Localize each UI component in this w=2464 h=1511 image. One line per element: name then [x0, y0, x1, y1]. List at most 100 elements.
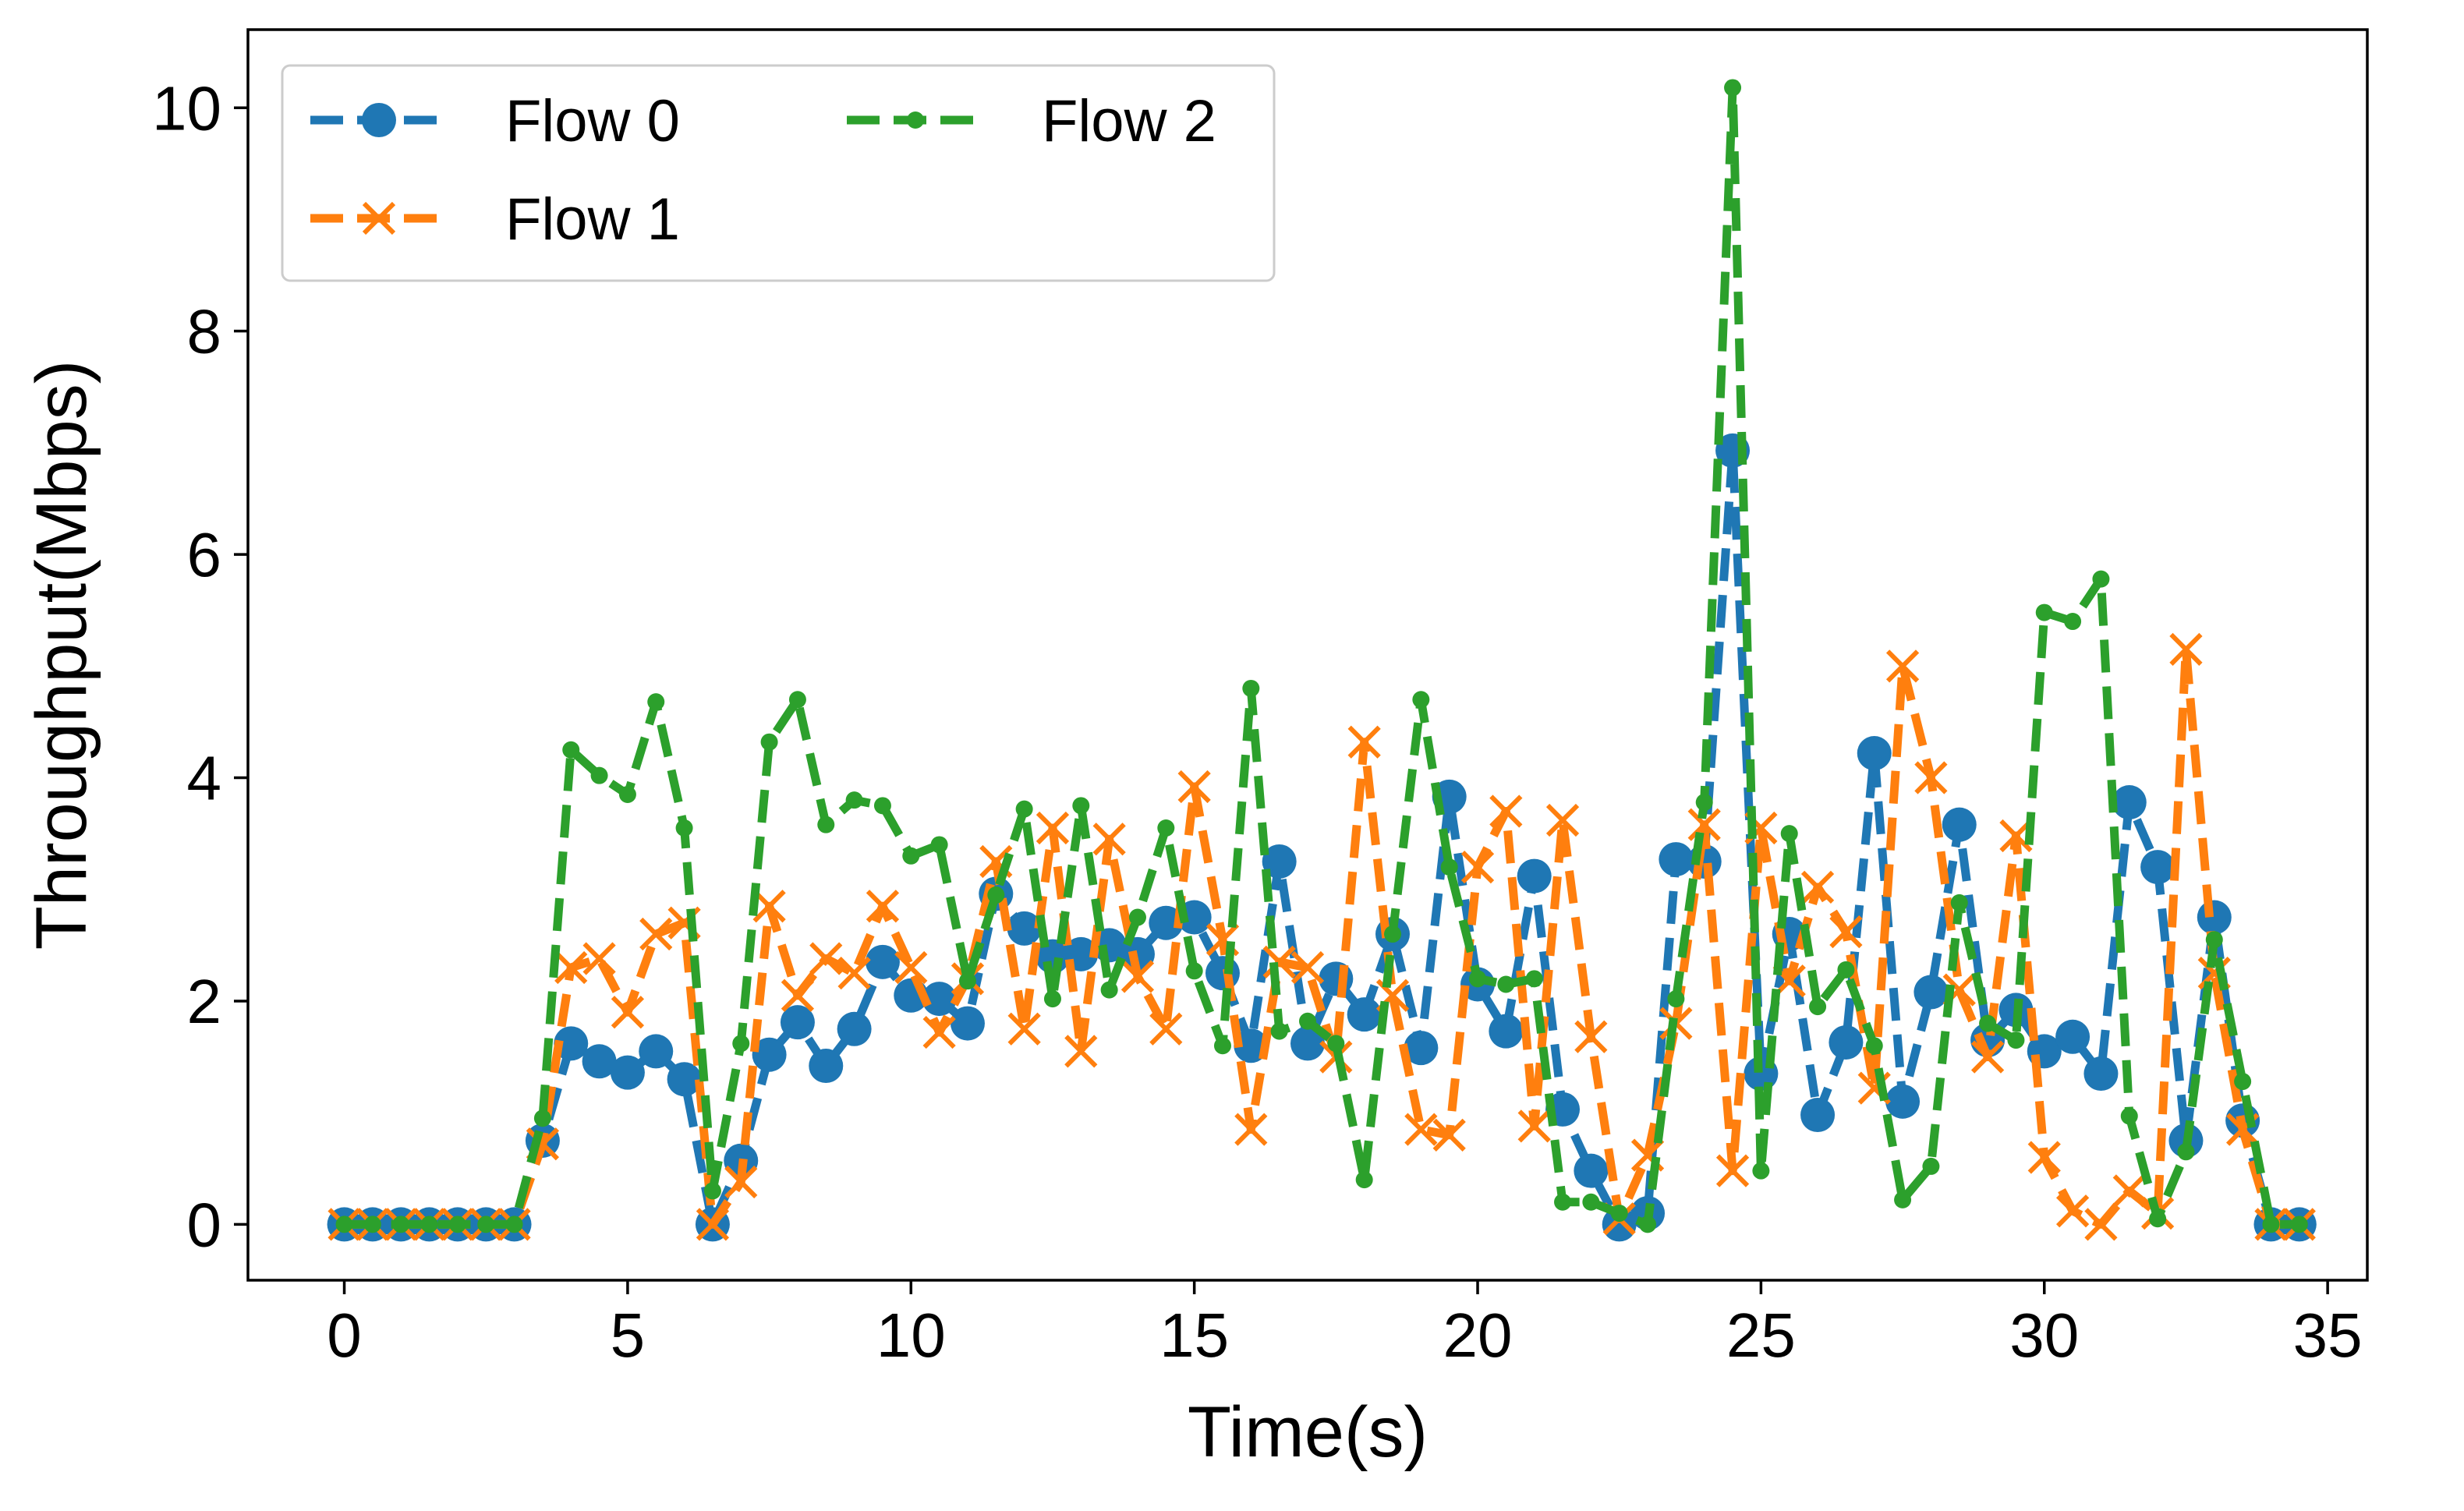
data-point	[1185, 962, 1203, 980]
data-point	[1525, 970, 1543, 988]
data-point	[1970, 1040, 2005, 1074]
data-point	[2055, 1194, 2090, 1228]
data-point	[2055, 1019, 2091, 1054]
data-point	[703, 1182, 721, 1200]
data-point	[1384, 925, 1402, 943]
data-point	[2262, 1216, 2280, 1233]
legend-marker	[907, 111, 924, 129]
data-point	[1299, 1012, 1316, 1030]
data-point	[1234, 1113, 1268, 1146]
data-point	[647, 693, 665, 711]
data-point	[1659, 842, 1694, 877]
data-point	[1574, 1153, 1609, 1188]
series-flow-2	[335, 79, 2308, 1233]
data-point	[1800, 870, 1835, 904]
data-point	[554, 950, 588, 985]
x-axis-label: Time(s)	[1188, 1392, 1428, 1472]
data-point	[1610, 1205, 1628, 1223]
data-point	[1695, 794, 1713, 812]
data-point	[1242, 679, 1260, 697]
data-point	[1043, 990, 1061, 1008]
axes-layer: 0 5 10 15 20 25 30 35 0 2 4 6 8 10 Time(s) Throughput(M…	[22, 28, 2369, 1472]
series-line	[344, 645, 2299, 1229]
data-point	[1857, 736, 1892, 771]
data-point	[866, 890, 900, 923]
data-point	[1894, 1191, 1912, 1208]
data-point	[1545, 803, 1580, 837]
y-tick-label: 4	[187, 744, 222, 813]
data-point	[1809, 998, 1827, 1016]
data-point	[1404, 1113, 1438, 1146]
data-point	[639, 1034, 674, 1069]
data-point	[1064, 1035, 1098, 1068]
data-point	[1837, 961, 1855, 978]
data-point	[1865, 1037, 1883, 1055]
data-point	[2007, 1032, 2025, 1049]
data-point	[1270, 1022, 1288, 1040]
data-point	[1262, 844, 1297, 879]
data-point	[809, 1049, 844, 1084]
data-point	[1092, 823, 1126, 856]
data-point	[1440, 858, 1458, 876]
data-point	[1205, 956, 1240, 991]
data-point	[2234, 1073, 2252, 1091]
data-point	[1885, 1084, 1921, 1119]
data-point	[618, 786, 636, 804]
data-point	[958, 972, 976, 990]
data-point	[788, 691, 806, 709]
data-point	[1829, 1024, 1864, 1060]
data-point	[837, 1011, 872, 1046]
data-point	[1007, 1012, 1041, 1046]
legend-label: Flow 2	[1042, 88, 1216, 154]
data-point	[873, 797, 891, 815]
y-tick-label: 0	[187, 1190, 222, 1259]
data-point	[1290, 950, 1325, 985]
data-point	[2120, 1107, 2138, 1125]
data-point	[1780, 825, 1798, 843]
legend-label: Flow 0	[505, 88, 680, 154]
data-point	[1885, 649, 1920, 683]
data-point	[2169, 632, 2203, 666]
legend-marker	[362, 201, 396, 235]
data-point	[1036, 811, 1070, 845]
data-point	[1913, 975, 1949, 1010]
x-tick-label: 15	[1159, 1300, 1229, 1370]
data-point	[987, 886, 1005, 904]
data-point	[2064, 613, 2082, 631]
legend-entry: Flow 0	[310, 88, 680, 154]
data-point	[1942, 807, 1977, 842]
data-point	[392, 1216, 410, 1233]
data-point	[1914, 761, 1948, 794]
data-point	[781, 978, 815, 1012]
series-line	[344, 446, 2299, 1229]
x-tick-label: 0	[327, 1300, 362, 1370]
data-point	[902, 847, 920, 865]
data-point	[1489, 794, 1523, 828]
data-point	[2112, 785, 2147, 820]
data-point	[2205, 931, 2223, 949]
data-point	[1602, 1207, 1637, 1242]
x-tick-label: 25	[1726, 1300, 1796, 1370]
data-point	[675, 819, 693, 837]
data-point	[1979, 1014, 1997, 1032]
data-point	[590, 766, 608, 784]
data-point	[1262, 945, 1296, 978]
data-point	[2177, 1143, 2195, 1161]
data-point	[1100, 981, 1118, 999]
data-point	[554, 1026, 589, 1061]
data-point	[1007, 911, 1042, 946]
data-point	[1667, 990, 1685, 1008]
data-point	[1574, 1020, 1608, 1053]
plot-layer	[327, 79, 2317, 1242]
x-tick-label: 20	[1443, 1300, 1513, 1370]
data-point	[894, 950, 928, 985]
data-point	[1149, 1012, 1183, 1046]
data-point	[1072, 797, 1090, 815]
data-point	[1489, 1014, 1524, 1049]
data-point	[1999, 819, 2033, 853]
data-point	[752, 890, 786, 923]
data-point	[1213, 1037, 1231, 1055]
data-point	[1922, 1157, 1940, 1175]
data-point	[1347, 725, 1381, 759]
